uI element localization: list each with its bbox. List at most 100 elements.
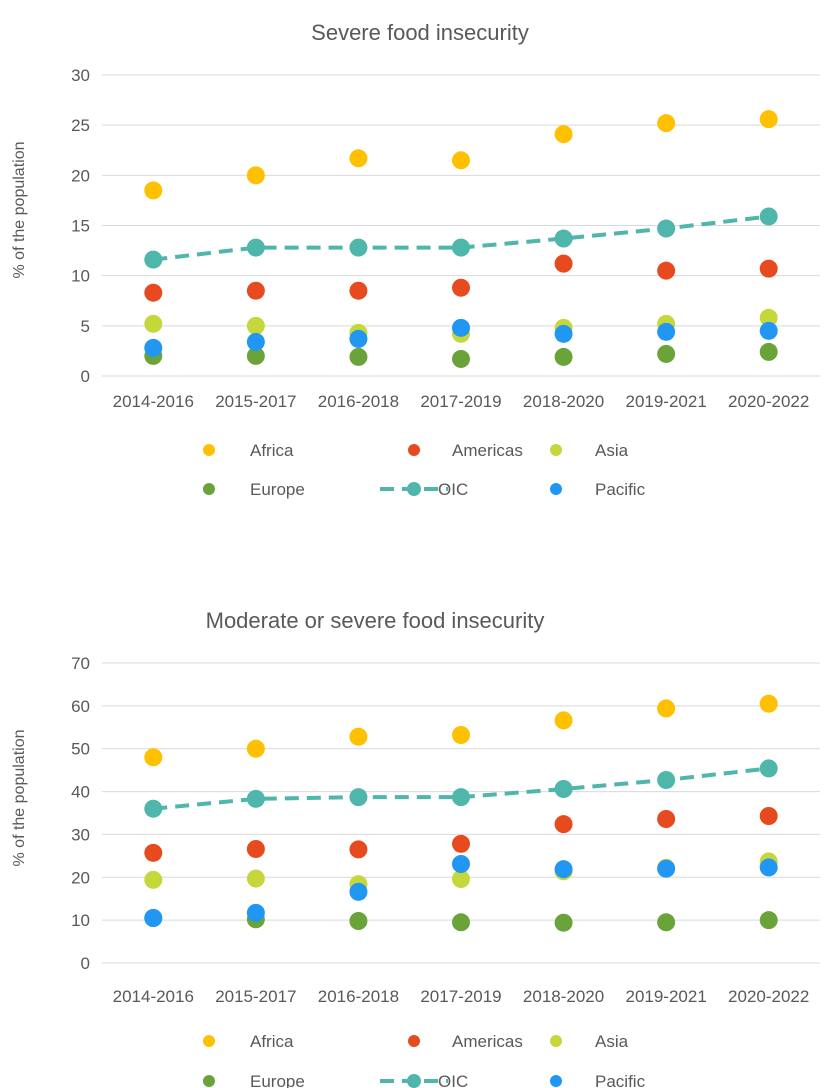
- chart-title: Moderate or severe food insecurity: [206, 608, 545, 633]
- legend-label: OIC: [438, 480, 468, 499]
- data-point-europe: [452, 913, 470, 932]
- data-point-africa: [554, 711, 573, 730]
- data-point-americas: [246, 281, 265, 300]
- legend-item-europe: Europe: [203, 480, 305, 499]
- data-point-africa: [246, 739, 265, 758]
- series-africa: [144, 110, 778, 200]
- data-point-americas: [349, 281, 368, 300]
- legend-item-americas: Americas: [408, 441, 523, 460]
- legend-marker-europe: [203, 483, 215, 495]
- data-point-americas: [554, 254, 573, 273]
- legend-marker-europe: [203, 1075, 215, 1087]
- y-tick-label: 10: [71, 267, 90, 286]
- legend-item-pacific: Pacific: [550, 1072, 646, 1088]
- data-point-pacific: [554, 860, 573, 879]
- data-point-pacific: [452, 318, 470, 337]
- data-point-europe: [246, 346, 265, 365]
- series-americas: [144, 254, 778, 302]
- legend-item-africa: Africa: [203, 441, 294, 460]
- legend-item-pacific: Pacific: [550, 480, 646, 499]
- series-africa: [144, 694, 778, 767]
- chart-title: Severe food insecurity: [311, 20, 529, 45]
- series-pacific: [144, 855, 778, 927]
- data-point-pacific: [452, 855, 470, 873]
- legend-marker-americas: [408, 1035, 420, 1047]
- y-tick-label: 30: [71, 825, 90, 844]
- legend-marker-pacific: [550, 483, 562, 495]
- data-point-africa: [246, 166, 265, 185]
- y-tick-label: 15: [71, 217, 90, 236]
- data-point-americas: [452, 834, 470, 853]
- data-point-oic: [144, 799, 163, 818]
- x-tick-label: 2019-2021: [625, 987, 706, 1006]
- data-point-pacific: [246, 332, 265, 351]
- data-point-asia: [759, 308, 778, 327]
- legend-marker-oic: [407, 1074, 421, 1088]
- data-point-oic: [759, 759, 778, 778]
- x-tick-label: 2015-2017: [215, 392, 296, 411]
- legend-marker-pacific: [550, 1075, 562, 1087]
- series-americas: [144, 807, 778, 862]
- data-point-europe: [759, 342, 778, 361]
- y-axis-label: % of the population: [11, 730, 28, 867]
- legend-item-asia: Asia: [550, 441, 629, 460]
- data-point-europe: [452, 349, 470, 368]
- x-tick-label: 2020-2022: [728, 987, 809, 1006]
- data-point-pacific: [759, 321, 778, 340]
- data-point-oic: [554, 780, 573, 798]
- data-point-europe: [554, 347, 573, 366]
- data-point-oic: [452, 788, 470, 807]
- data-point-europe: [349, 912, 368, 930]
- data-point-americas: [657, 810, 676, 828]
- legend-label: Africa: [250, 1032, 294, 1051]
- x-tick-label: 2014-2016: [113, 392, 194, 411]
- legend-marker-oic: [407, 482, 421, 496]
- y-tick-label: 20: [71, 868, 90, 887]
- legend-marker-asia: [550, 1035, 562, 1047]
- legend-item-asia: Asia: [550, 1032, 629, 1051]
- data-point-pacific: [349, 882, 368, 901]
- data-point-asia: [144, 314, 163, 333]
- data-point-africa: [349, 727, 368, 746]
- data-point-pacific: [144, 338, 163, 357]
- x-tick-label: 2016-2018: [318, 987, 399, 1006]
- x-tick-label: 2015-2017: [215, 987, 296, 1006]
- moderate-chart-svg: Moderate or severe food insecurity % of t…: [11, 608, 820, 1088]
- data-point-pacific: [246, 903, 265, 922]
- data-point-asia: [452, 870, 470, 888]
- data-point-americas: [144, 843, 163, 862]
- y-tick-label: 30: [71, 66, 90, 85]
- data-point-oic: [657, 771, 676, 789]
- data-point-africa: [759, 110, 778, 129]
- legend-label: Americas: [452, 1032, 523, 1051]
- legend-label: Pacific: [595, 480, 646, 499]
- data-point-africa: [144, 748, 163, 767]
- series-oic: [144, 759, 778, 818]
- data-point-africa: [144, 181, 163, 200]
- data-point-africa: [349, 149, 368, 168]
- data-point-europe: [759, 911, 778, 930]
- data-point-europe: [657, 344, 676, 363]
- data-point-pacific: [144, 909, 163, 927]
- data-point-africa: [452, 151, 470, 170]
- y-tick-label: 40: [71, 783, 90, 802]
- legend-item-oic: OIC: [380, 480, 468, 499]
- x-tick-label: 2020-2022: [728, 392, 809, 411]
- y-tick-label: 0: [81, 954, 90, 973]
- legend-item-americas: Americas: [408, 1032, 523, 1051]
- data-point-americas: [246, 840, 265, 858]
- y-tick-label: 60: [71, 697, 90, 716]
- data-point-europe: [657, 913, 676, 932]
- legend-label: OIC: [438, 1072, 468, 1088]
- y-tick-label: 10: [71, 911, 90, 930]
- x-tick-label: 2017-2019: [420, 392, 501, 411]
- legend-label: Europe: [250, 480, 305, 499]
- x-tick-label: 2016-2018: [318, 392, 399, 411]
- y-tick-label: 0: [81, 367, 90, 386]
- legend-marker-asia: [550, 444, 562, 456]
- data-point-americas: [759, 807, 778, 825]
- legend-item-africa: Africa: [203, 1032, 294, 1051]
- data-point-africa: [759, 694, 778, 713]
- legend-item-europe: Europe: [203, 1072, 305, 1088]
- severe-chart-svg: Severe food insecurity % of the populatio…: [11, 20, 820, 499]
